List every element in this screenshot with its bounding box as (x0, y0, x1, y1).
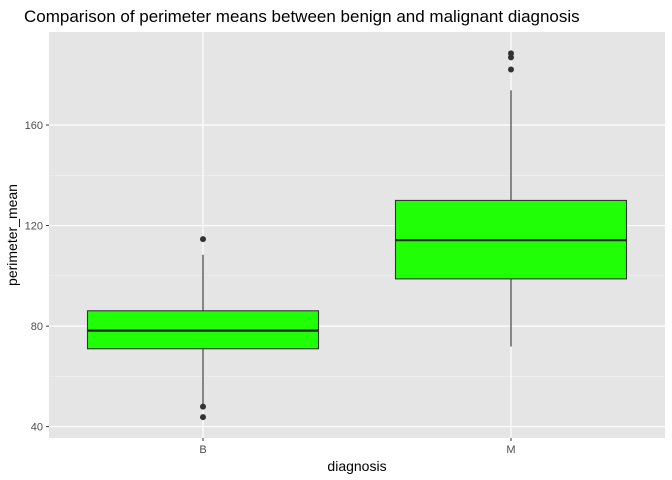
y-tick-label: 40 (31, 422, 43, 434)
y-tick-label: 120 (25, 221, 43, 233)
outlier-point (200, 236, 206, 243)
outlier-point (508, 50, 514, 57)
boxes (86, 50, 628, 421)
box-M (394, 50, 628, 347)
x-axis-title: diagnosis (327, 458, 386, 474)
chart-title: Comparison of perimeter means between be… (24, 7, 580, 26)
y-tick-label: 80 (31, 321, 43, 333)
outlier-point (200, 403, 206, 410)
box-B (86, 236, 320, 421)
y-axis-title: perimeter_mean (4, 184, 20, 286)
outlier-point (508, 66, 514, 73)
axis-ticks: 40 80 120 160 B M (25, 120, 516, 456)
x-tick-label: M (506, 444, 515, 456)
x-tick-label: B (199, 444, 206, 456)
outlier-point (200, 414, 206, 421)
y-tick-label: 160 (25, 120, 43, 132)
